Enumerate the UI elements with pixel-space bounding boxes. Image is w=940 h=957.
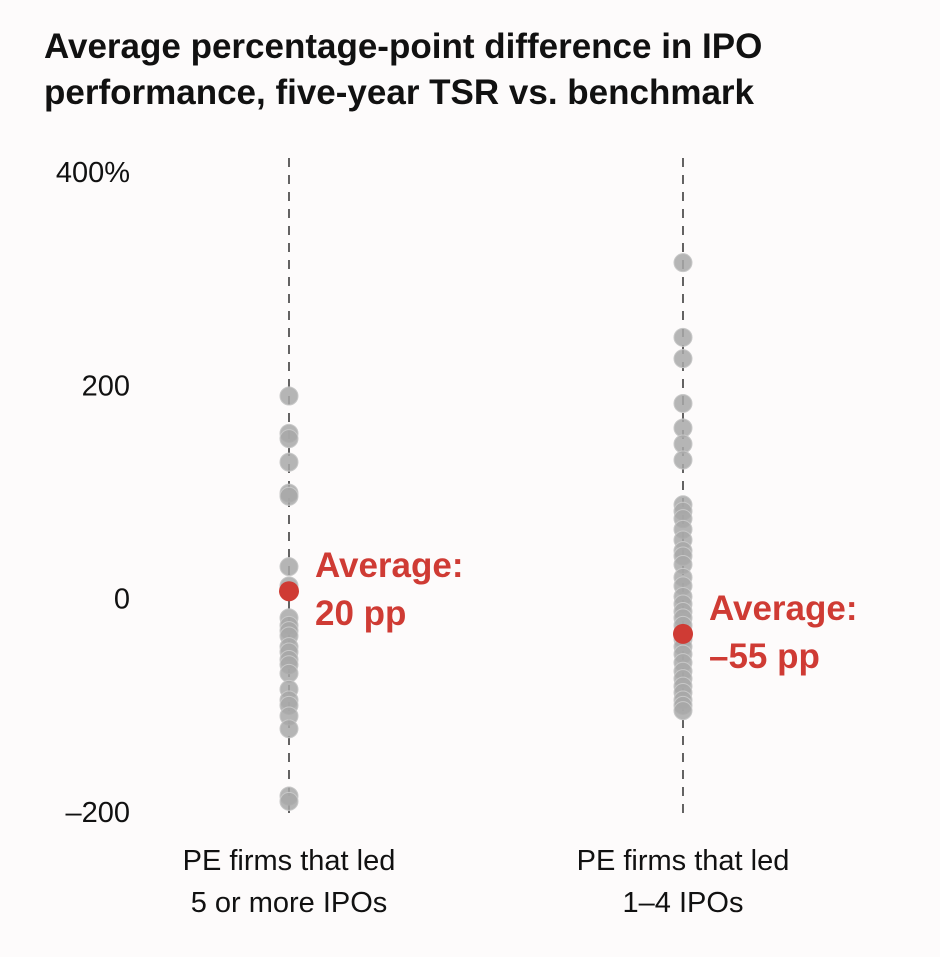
chart-title-line-1: Average percentage-point difference in I… xyxy=(44,27,763,66)
chart-title: Average percentage-point difference in I… xyxy=(44,24,924,116)
y-tick-label: 0 xyxy=(114,584,130,616)
average-label-line-1: Average: xyxy=(315,546,464,585)
category-label-line: PE firms that led xyxy=(183,845,396,877)
y-tick-label: 200 xyxy=(82,370,130,402)
data-point xyxy=(673,253,693,273)
data-point xyxy=(279,386,299,406)
y-tick-label: –200 xyxy=(65,797,130,829)
average-marker xyxy=(673,623,693,644)
category-labels: PE firms that led 5 or more IPOs PE firms … xyxy=(183,845,790,919)
chart-title-line-2: performance, five-year TSR vs. benchmark xyxy=(44,73,755,112)
data-point xyxy=(279,663,299,683)
average-label-line-2: –55 pp xyxy=(709,637,820,676)
category-label-line: 5 or more IPOs xyxy=(191,887,388,919)
data-point xyxy=(673,349,693,369)
data-point xyxy=(673,327,693,347)
data-point xyxy=(673,701,693,721)
y-tick-label: 400% xyxy=(56,157,130,189)
y-axis: 400% 200 0 –200 xyxy=(56,157,130,829)
average-label-line-1: Average: xyxy=(709,589,858,628)
average-marker xyxy=(279,581,299,602)
category-label-line: 1–4 IPOs xyxy=(623,887,744,919)
data-point xyxy=(279,486,299,506)
data-point xyxy=(673,450,693,470)
average-markers: Average: 20 pp Average: –55 pp xyxy=(279,546,858,676)
data-point xyxy=(279,452,299,472)
data-point xyxy=(673,393,693,413)
data-point xyxy=(673,434,693,454)
data-point xyxy=(279,719,299,739)
category-dividers xyxy=(288,158,684,820)
average-label-line-2: 20 pp xyxy=(315,594,406,633)
data-point xyxy=(279,429,299,449)
data-points xyxy=(279,253,693,811)
data-point xyxy=(279,557,299,577)
category-label-line: PE firms that led xyxy=(577,845,790,877)
data-point xyxy=(279,791,299,811)
data-point xyxy=(673,418,693,438)
